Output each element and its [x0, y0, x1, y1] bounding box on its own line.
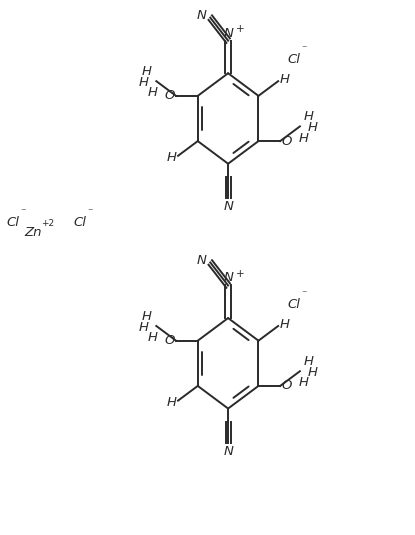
Text: H: H — [280, 318, 290, 331]
Text: Cl: Cl — [288, 53, 300, 66]
Text: +2: +2 — [42, 219, 54, 227]
Text: H: H — [139, 76, 149, 89]
Text: H: H — [148, 86, 158, 100]
Text: N: N — [223, 271, 233, 285]
Text: O: O — [164, 89, 174, 102]
Text: Zn: Zn — [24, 226, 42, 239]
Text: H: H — [139, 320, 149, 333]
Text: H: H — [307, 121, 317, 134]
Text: ⁻: ⁻ — [302, 44, 307, 55]
Text: Cl: Cl — [6, 216, 19, 229]
Text: ⁻: ⁻ — [302, 289, 307, 299]
Text: N: N — [223, 27, 233, 40]
Text: +: + — [236, 24, 244, 34]
Text: N: N — [197, 254, 207, 267]
Text: ⁻: ⁻ — [20, 207, 26, 217]
Text: N: N — [223, 445, 233, 458]
Text: H: H — [304, 355, 314, 368]
Text: H: H — [166, 396, 176, 409]
Text: ⁻: ⁻ — [88, 207, 93, 217]
Text: N: N — [197, 9, 207, 22]
Text: H: H — [298, 377, 308, 389]
Text: O: O — [164, 334, 174, 347]
Text: O: O — [282, 379, 292, 392]
Text: +: + — [236, 269, 244, 279]
Text: H: H — [307, 366, 317, 379]
Text: Cl: Cl — [73, 216, 86, 229]
Text: H: H — [298, 132, 308, 144]
Text: N: N — [223, 200, 233, 213]
Text: H: H — [280, 73, 290, 86]
Text: O: O — [282, 135, 292, 148]
Text: H: H — [304, 110, 314, 123]
Text: Cl: Cl — [288, 298, 300, 311]
Text: H: H — [142, 65, 151, 78]
Text: H: H — [142, 310, 151, 323]
Text: H: H — [166, 151, 176, 164]
Text: H: H — [148, 331, 158, 344]
